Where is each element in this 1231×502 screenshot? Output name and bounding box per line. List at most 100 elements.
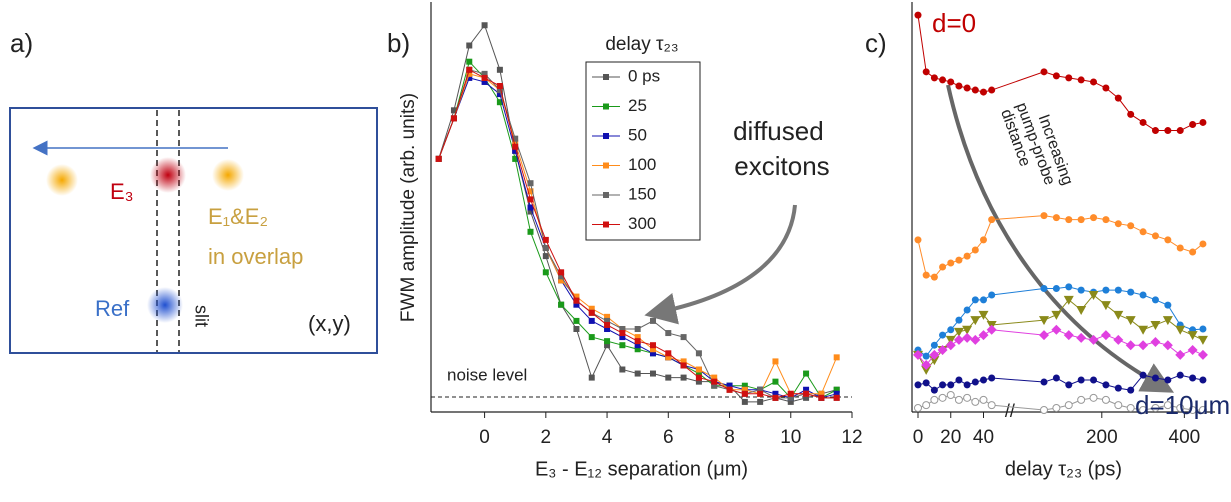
marker <box>1052 285 1060 292</box>
marker <box>695 366 702 373</box>
axis-break: // <box>1005 401 1015 421</box>
marker <box>649 342 656 349</box>
marker <box>963 84 971 92</box>
marker <box>1100 330 1111 341</box>
marker <box>588 334 595 341</box>
marker <box>680 374 687 381</box>
marker <box>1150 336 1161 347</box>
panel-label: b) <box>387 28 410 58</box>
marker <box>962 325 973 335</box>
legend-marker <box>603 221 609 228</box>
marker <box>938 393 947 402</box>
marker <box>695 350 702 357</box>
marker <box>1051 324 1062 335</box>
marker <box>634 326 641 332</box>
legend-label: 50 <box>628 125 647 144</box>
x-tick-label: 6 <box>663 427 674 448</box>
marker <box>466 70 473 77</box>
marker <box>573 326 580 332</box>
x-tick-label: 200 <box>1086 427 1118 448</box>
marker <box>466 58 473 65</box>
marker <box>1065 381 1073 389</box>
marker <box>435 155 442 162</box>
marker <box>1114 94 1122 102</box>
marker <box>1102 216 1110 224</box>
marker <box>496 87 503 94</box>
marker <box>711 374 718 381</box>
marker <box>1051 310 1062 320</box>
marker <box>803 370 810 377</box>
legend-marker <box>603 192 609 198</box>
marker <box>1188 406 1197 414</box>
marker <box>1090 214 1098 222</box>
marker <box>1176 403 1185 412</box>
marker <box>604 313 611 320</box>
marker <box>496 66 503 73</box>
marker <box>979 236 987 244</box>
marker <box>1089 393 1098 402</box>
marker <box>665 354 672 361</box>
marker <box>1077 376 1085 384</box>
marker <box>604 317 611 324</box>
marker <box>954 395 963 404</box>
legend-marker <box>603 74 609 80</box>
marker <box>986 324 997 335</box>
marker <box>963 252 971 260</box>
marker <box>1198 406 1207 414</box>
panel-a: a) E₃ E₁&E₂ in overlap Ref slit (x,y) <box>9 28 378 354</box>
marker <box>953 334 964 345</box>
marker <box>787 394 794 401</box>
marker <box>634 346 641 353</box>
marker <box>558 273 565 280</box>
marker <box>1164 127 1172 135</box>
marker <box>1175 325 1186 335</box>
marker <box>803 386 810 393</box>
marker <box>939 331 947 339</box>
marker <box>772 378 779 385</box>
marker <box>803 394 810 401</box>
x-tick-label: 10 <box>780 427 801 448</box>
marker <box>1187 345 1198 356</box>
marker <box>542 245 549 251</box>
marker <box>619 366 626 373</box>
legend-label: 0 ps <box>628 66 660 85</box>
marker <box>527 196 534 203</box>
x-tick-label: 0 <box>913 427 924 448</box>
marker <box>988 291 996 299</box>
marker <box>542 253 549 260</box>
marker <box>939 263 947 271</box>
marker <box>921 360 932 371</box>
marker <box>1040 212 1048 220</box>
marker <box>695 370 702 377</box>
marker <box>588 305 595 312</box>
marker <box>1113 310 1124 320</box>
marker <box>787 390 794 397</box>
legend-marker <box>603 162 609 169</box>
marker <box>979 395 988 404</box>
marker <box>542 236 549 243</box>
marker <box>542 269 549 276</box>
marker <box>527 228 534 235</box>
marker <box>914 11 922 19</box>
y-axis-label: FWM amplitude (arb. units) <box>398 93 419 322</box>
marker <box>1199 118 1207 126</box>
marker <box>979 296 987 304</box>
marker <box>922 271 930 279</box>
marker <box>913 349 923 360</box>
marker <box>726 382 733 389</box>
x-tick-label: 400 <box>1169 427 1201 448</box>
legend-box <box>585 61 701 241</box>
marker <box>1176 371 1184 379</box>
marker <box>922 68 930 76</box>
x-tick-label: 0 <box>479 427 490 448</box>
marker <box>987 401 996 410</box>
marker <box>929 349 940 360</box>
legend-marker <box>603 103 609 110</box>
marker <box>955 82 963 90</box>
marker <box>588 317 595 324</box>
marker <box>1064 401 1073 410</box>
marker <box>1102 84 1110 92</box>
marker <box>558 301 565 308</box>
marker <box>527 208 534 215</box>
marker <box>1199 325 1207 333</box>
